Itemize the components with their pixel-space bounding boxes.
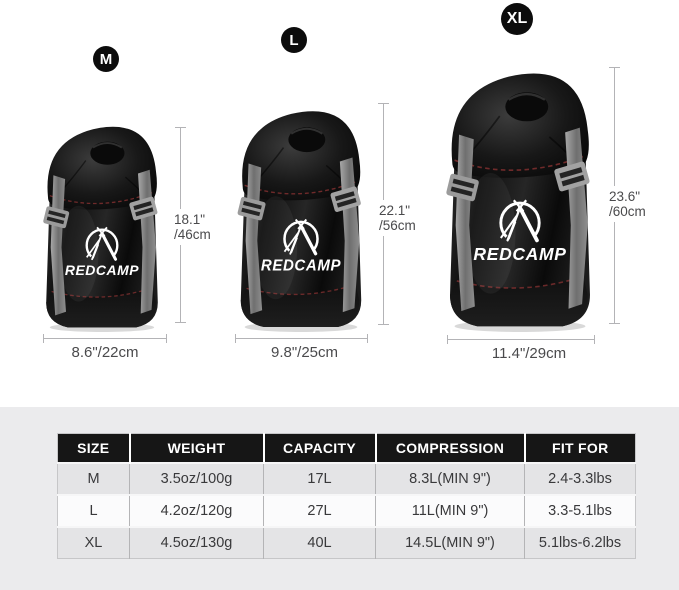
redcamp-tent-logo-icon <box>499 199 541 245</box>
cell-weight: 3.5oz/100g <box>129 462 264 495</box>
cell-size: XL <box>57 526 130 559</box>
buckle-left <box>446 173 479 202</box>
spec-row-m: M 3.5oz/100g 17L 8.3L(MIN 9") 2.4-3.3lbs <box>57 462 636 495</box>
height-label-m: 18.1" /46cm <box>171 209 214 245</box>
width-label-xl: 11.4"/29cm <box>491 345 567 362</box>
width-measure-line-m <box>43 334 167 343</box>
width-label-l: 9.8"/25cm <box>270 344 339 361</box>
spec-table: SIZE WEIGHT CAPACITY COMPRESSION FIT FOR… <box>57 433 636 559</box>
cell-compression: 11L(MIN 9") <box>375 494 525 527</box>
compression-sack-l: REDCAMP <box>233 104 369 332</box>
cell-size: L <box>57 494 130 527</box>
cell-compression: 8.3L(MIN 9") <box>375 462 525 495</box>
compression-sack-xl: REDCAMP <box>441 65 599 332</box>
col-header-size: SIZE <box>57 433 131 463</box>
size-badge-l-label: L <box>289 31 299 49</box>
height-cm-m: /46cm <box>174 227 211 242</box>
brand-wordmark: REDCAMP <box>473 244 566 264</box>
height-label-l: 22.1" /56cm <box>376 200 419 236</box>
buckle-right <box>129 196 158 221</box>
spec-panel: SIZE WEIGHT CAPACITY COMPRESSION FIT FOR… <box>0 407 679 590</box>
compression-sack-xl-image: REDCAMP <box>446 73 590 332</box>
cell-weight: 4.2oz/120g <box>129 494 264 527</box>
spec-row-l: L 4.2oz/120g 27L 11L(MIN 9") 3.3-5.1lbs <box>57 494 636 527</box>
width-label-m: 8.6"/22cm <box>71 344 139 361</box>
cell-fit-for: 3.3-5.1lbs <box>524 494 636 527</box>
cell-weight: 4.5oz/130g <box>129 526 264 559</box>
size-badge-m: M <box>93 46 119 72</box>
brand-wordmark: REDCAMP <box>261 257 341 274</box>
size-badge-m-label: M <box>99 50 113 68</box>
compression-sack-m-image: REDCAMP <box>43 126 158 332</box>
compression-sack-m: REDCAMP <box>39 120 165 332</box>
cell-capacity: 27L <box>263 494 376 527</box>
height-inches-m: 18.1" <box>174 212 206 227</box>
cell-capacity: 40L <box>263 526 376 559</box>
col-header-weight: WEIGHT <box>129 433 265 463</box>
buckle-left <box>43 206 70 229</box>
cell-size: M <box>57 462 130 495</box>
buckle-right <box>554 161 590 192</box>
height-inches-xl: 23.6" <box>609 189 641 204</box>
size-badge-xl-label: XL <box>506 10 528 27</box>
cell-compression: 14.5L(MIN 9") <box>375 526 525 559</box>
buckle-left <box>237 196 266 221</box>
size-badge-l: L <box>281 27 307 53</box>
cell-fit-for: 5.1lbs-6.2lbs <box>524 526 636 559</box>
height-inches-l: 22.1" <box>379 203 411 218</box>
height-cm-xl: /60cm <box>609 204 646 219</box>
spec-table-header-row: SIZE WEIGHT CAPACITY COMPRESSION FIT FOR <box>57 433 636 463</box>
height-cm-l: /56cm <box>379 218 416 233</box>
col-header-capacity: CAPACITY <box>263 433 377 463</box>
redcamp-tent-logo-icon <box>283 218 319 257</box>
cell-fit-for: 2.4-3.3lbs <box>524 462 636 495</box>
size-badge-xl: XL <box>501 3 533 35</box>
height-label-xl: 23.6" /60cm <box>606 186 649 222</box>
spec-row-xl: XL 4.5oz/130g 40L 14.5L(MIN 9") 5.1lbs-6… <box>57 526 636 559</box>
col-header-compression: COMPRESSION <box>375 433 526 463</box>
col-header-fit-for: FIT FOR <box>524 433 636 463</box>
width-measure-line-l <box>235 334 368 343</box>
buckle-right <box>330 186 361 212</box>
brand-wordmark: REDCAMP <box>65 262 139 278</box>
width-measure-line-xl <box>447 335 595 344</box>
compression-sack-l-image: REDCAMP <box>237 111 362 332</box>
cell-capacity: 17L <box>263 462 376 495</box>
